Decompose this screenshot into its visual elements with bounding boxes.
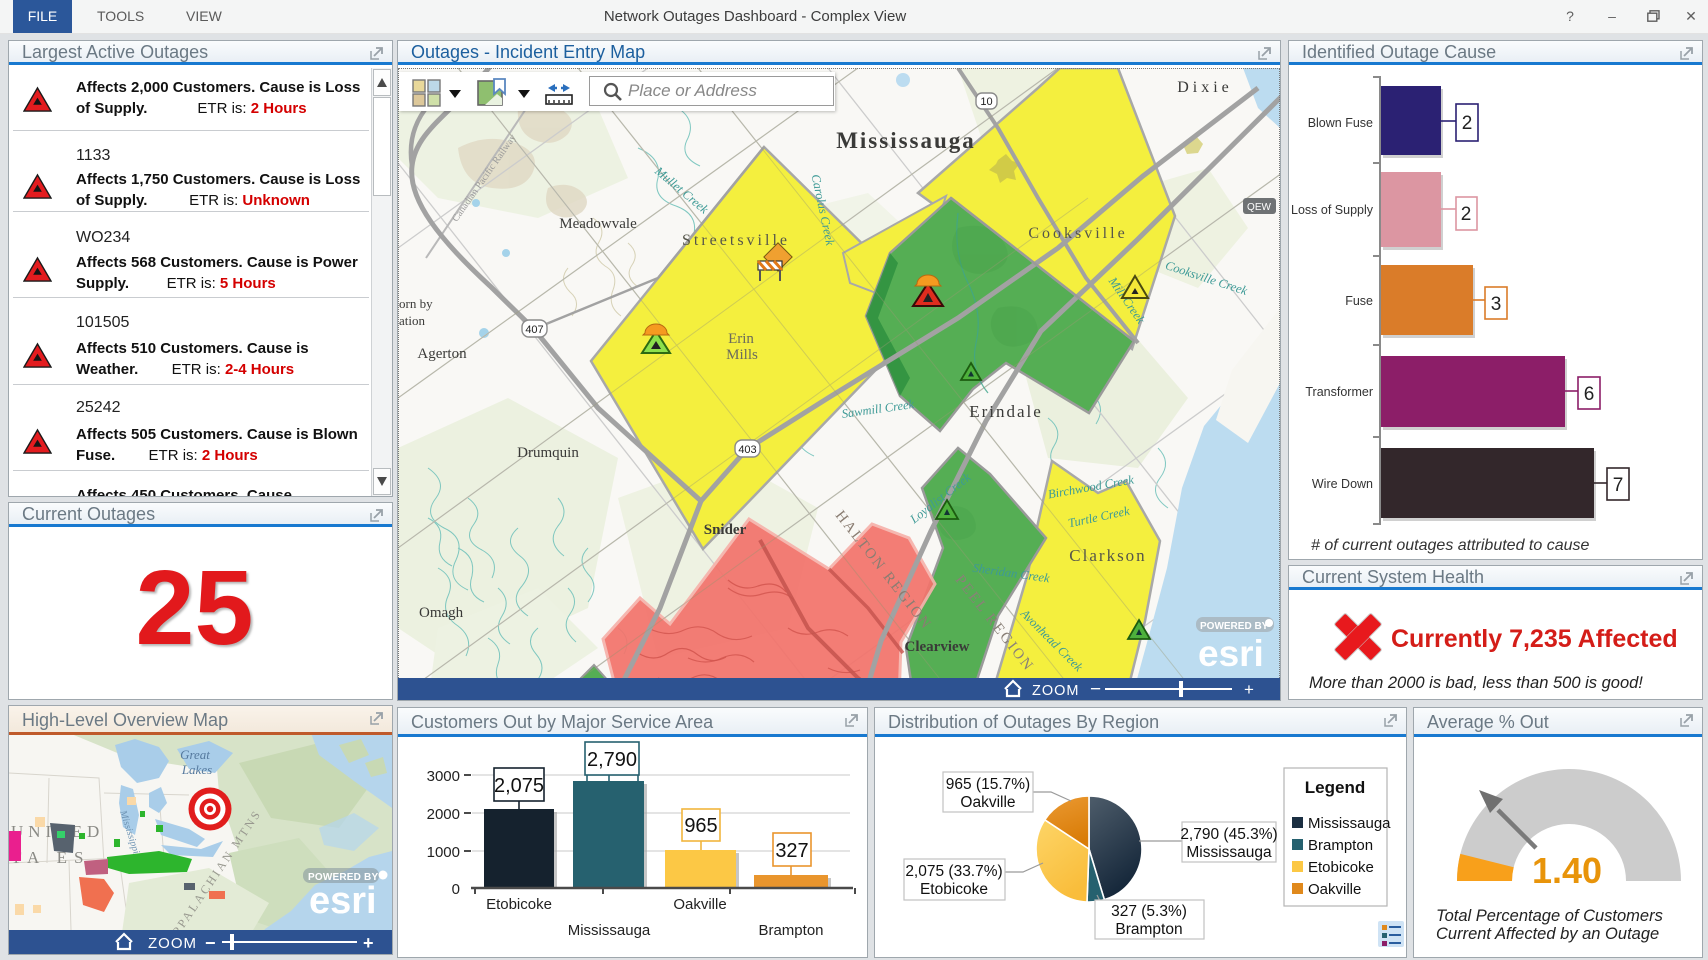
svg-text:Dixie: Dixie (1177, 79, 1233, 96)
svg-text:Total Percentage of Customers: Total Percentage of Customers (1436, 907, 1663, 925)
svg-text:Mills: Mills (726, 347, 758, 363)
svg-text:Cooksville: Cooksville (1028, 225, 1127, 242)
svg-text:ation: ation (399, 313, 425, 328)
svg-text:Streetsville: Streetsville (682, 232, 790, 249)
svg-text:2,075 (33.7%): 2,075 (33.7%) (905, 863, 1002, 880)
svg-text:2: 2 (1462, 113, 1473, 134)
svg-text:Brampton: Brampton (1115, 921, 1182, 938)
svg-text:Omagh: Omagh (419, 605, 464, 621)
svg-text:−: − (1090, 679, 1101, 700)
svg-text:Fuse: Fuse (1345, 294, 1373, 308)
svg-text:0: 0 (452, 881, 460, 898)
svg-text:POWERED BY: POWERED BY (1200, 621, 1269, 632)
svg-text:3000: 3000 (427, 768, 460, 785)
svg-text:ZOOM: ZOOM (1032, 683, 1080, 699)
svg-text:2,790 (45.3%): 2,790 (45.3%) (1180, 826, 1277, 843)
svg-text:Mississauga: Mississauga (836, 128, 976, 153)
svg-text:Agerton: Agerton (417, 346, 467, 362)
svg-text:Erin: Erin (728, 331, 754, 347)
svg-text:QEW: QEW (1247, 202, 1271, 213)
svg-text:Etobicoke: Etobicoke (920, 881, 988, 898)
svg-text:Brampton: Brampton (1308, 837, 1373, 854)
svg-text:Lakes: Lakes (181, 762, 212, 777)
svg-text:orn by: orn by (399, 296, 433, 311)
svg-text:10: 10 (980, 96, 992, 108)
svg-text:Wire Down: Wire Down (1312, 477, 1373, 491)
svg-text:Clarkson: Clarkson (1069, 546, 1146, 565)
svg-text:Current Affected by an Outage: Current Affected by an Outage (1436, 925, 1659, 943)
svg-text:Brampton: Brampton (758, 922, 823, 939)
svg-text:Drumquin: Drumquin (517, 445, 579, 461)
svg-text:Mississauga: Mississauga (1186, 844, 1272, 861)
svg-text:Oakville: Oakville (1308, 881, 1361, 898)
svg-text:2,075: 2,075 (494, 775, 544, 797)
svg-text:2: 2 (1461, 204, 1472, 225)
svg-text:Mississauga: Mississauga (568, 922, 651, 939)
svg-text:1.40: 1.40 (1532, 850, 1602, 891)
svg-text:965 (15.7%): 965 (15.7%) (946, 776, 1030, 793)
svg-text:More than 2000 is bad, less th: More than 2000 is bad, less than 500 is … (1309, 674, 1643, 692)
svg-text:965: 965 (684, 815, 717, 837)
svg-text:Snider: Snider (704, 522, 747, 538)
svg-text:Great: Great (180, 747, 210, 762)
svg-text:2,790: 2,790 (587, 749, 637, 771)
svg-text:Blown Fuse: Blown Fuse (1308, 116, 1373, 130)
svg-text:Loss of Supply: Loss of Supply (1291, 203, 1374, 217)
svg-text:esri: esri (309, 880, 377, 922)
svg-text:TA ES: TA ES (11, 848, 90, 867)
svg-text:Currently 7,235 Affected: Currently 7,235 Affected (1391, 625, 1678, 653)
svg-text:Etobicoke: Etobicoke (1308, 859, 1374, 876)
svg-text:+: + (363, 933, 374, 953)
svg-text:327: 327 (775, 840, 808, 862)
svg-text:−: − (205, 933, 216, 953)
svg-text:# of current outages attribute: # of current outages attributed to cause (1311, 537, 1590, 554)
svg-text:Transformer: Transformer (1305, 385, 1373, 399)
svg-text:3: 3 (1491, 294, 1502, 315)
svg-text:Oakville: Oakville (673, 896, 726, 913)
svg-text:1000: 1000 (427, 844, 460, 861)
svg-text:327 (5.3%): 327 (5.3%) (1111, 903, 1187, 920)
svg-text:7: 7 (1613, 475, 1624, 496)
svg-text:Mississauga: Mississauga (1308, 815, 1391, 832)
svg-text:6: 6 (1584, 384, 1595, 405)
svg-text:ZOOM: ZOOM (148, 935, 197, 952)
svg-text:407: 407 (525, 324, 543, 336)
svg-text:Erindale: Erindale (969, 402, 1043, 421)
svg-text:esri: esri (1198, 633, 1264, 674)
svg-text:POWERED BY: POWERED BY (308, 872, 378, 883)
svg-text:2000: 2000 (427, 806, 460, 823)
svg-text:Oakville: Oakville (960, 794, 1015, 811)
svg-text:Clearview: Clearview (905, 639, 970, 655)
svg-text:Legend: Legend (1305, 778, 1365, 797)
svg-text:Etobicoke: Etobicoke (486, 896, 552, 913)
svg-text:Meadowvale: Meadowvale (559, 216, 637, 232)
svg-text:+: + (1244, 680, 1254, 699)
svg-text:403: 403 (738, 444, 756, 456)
